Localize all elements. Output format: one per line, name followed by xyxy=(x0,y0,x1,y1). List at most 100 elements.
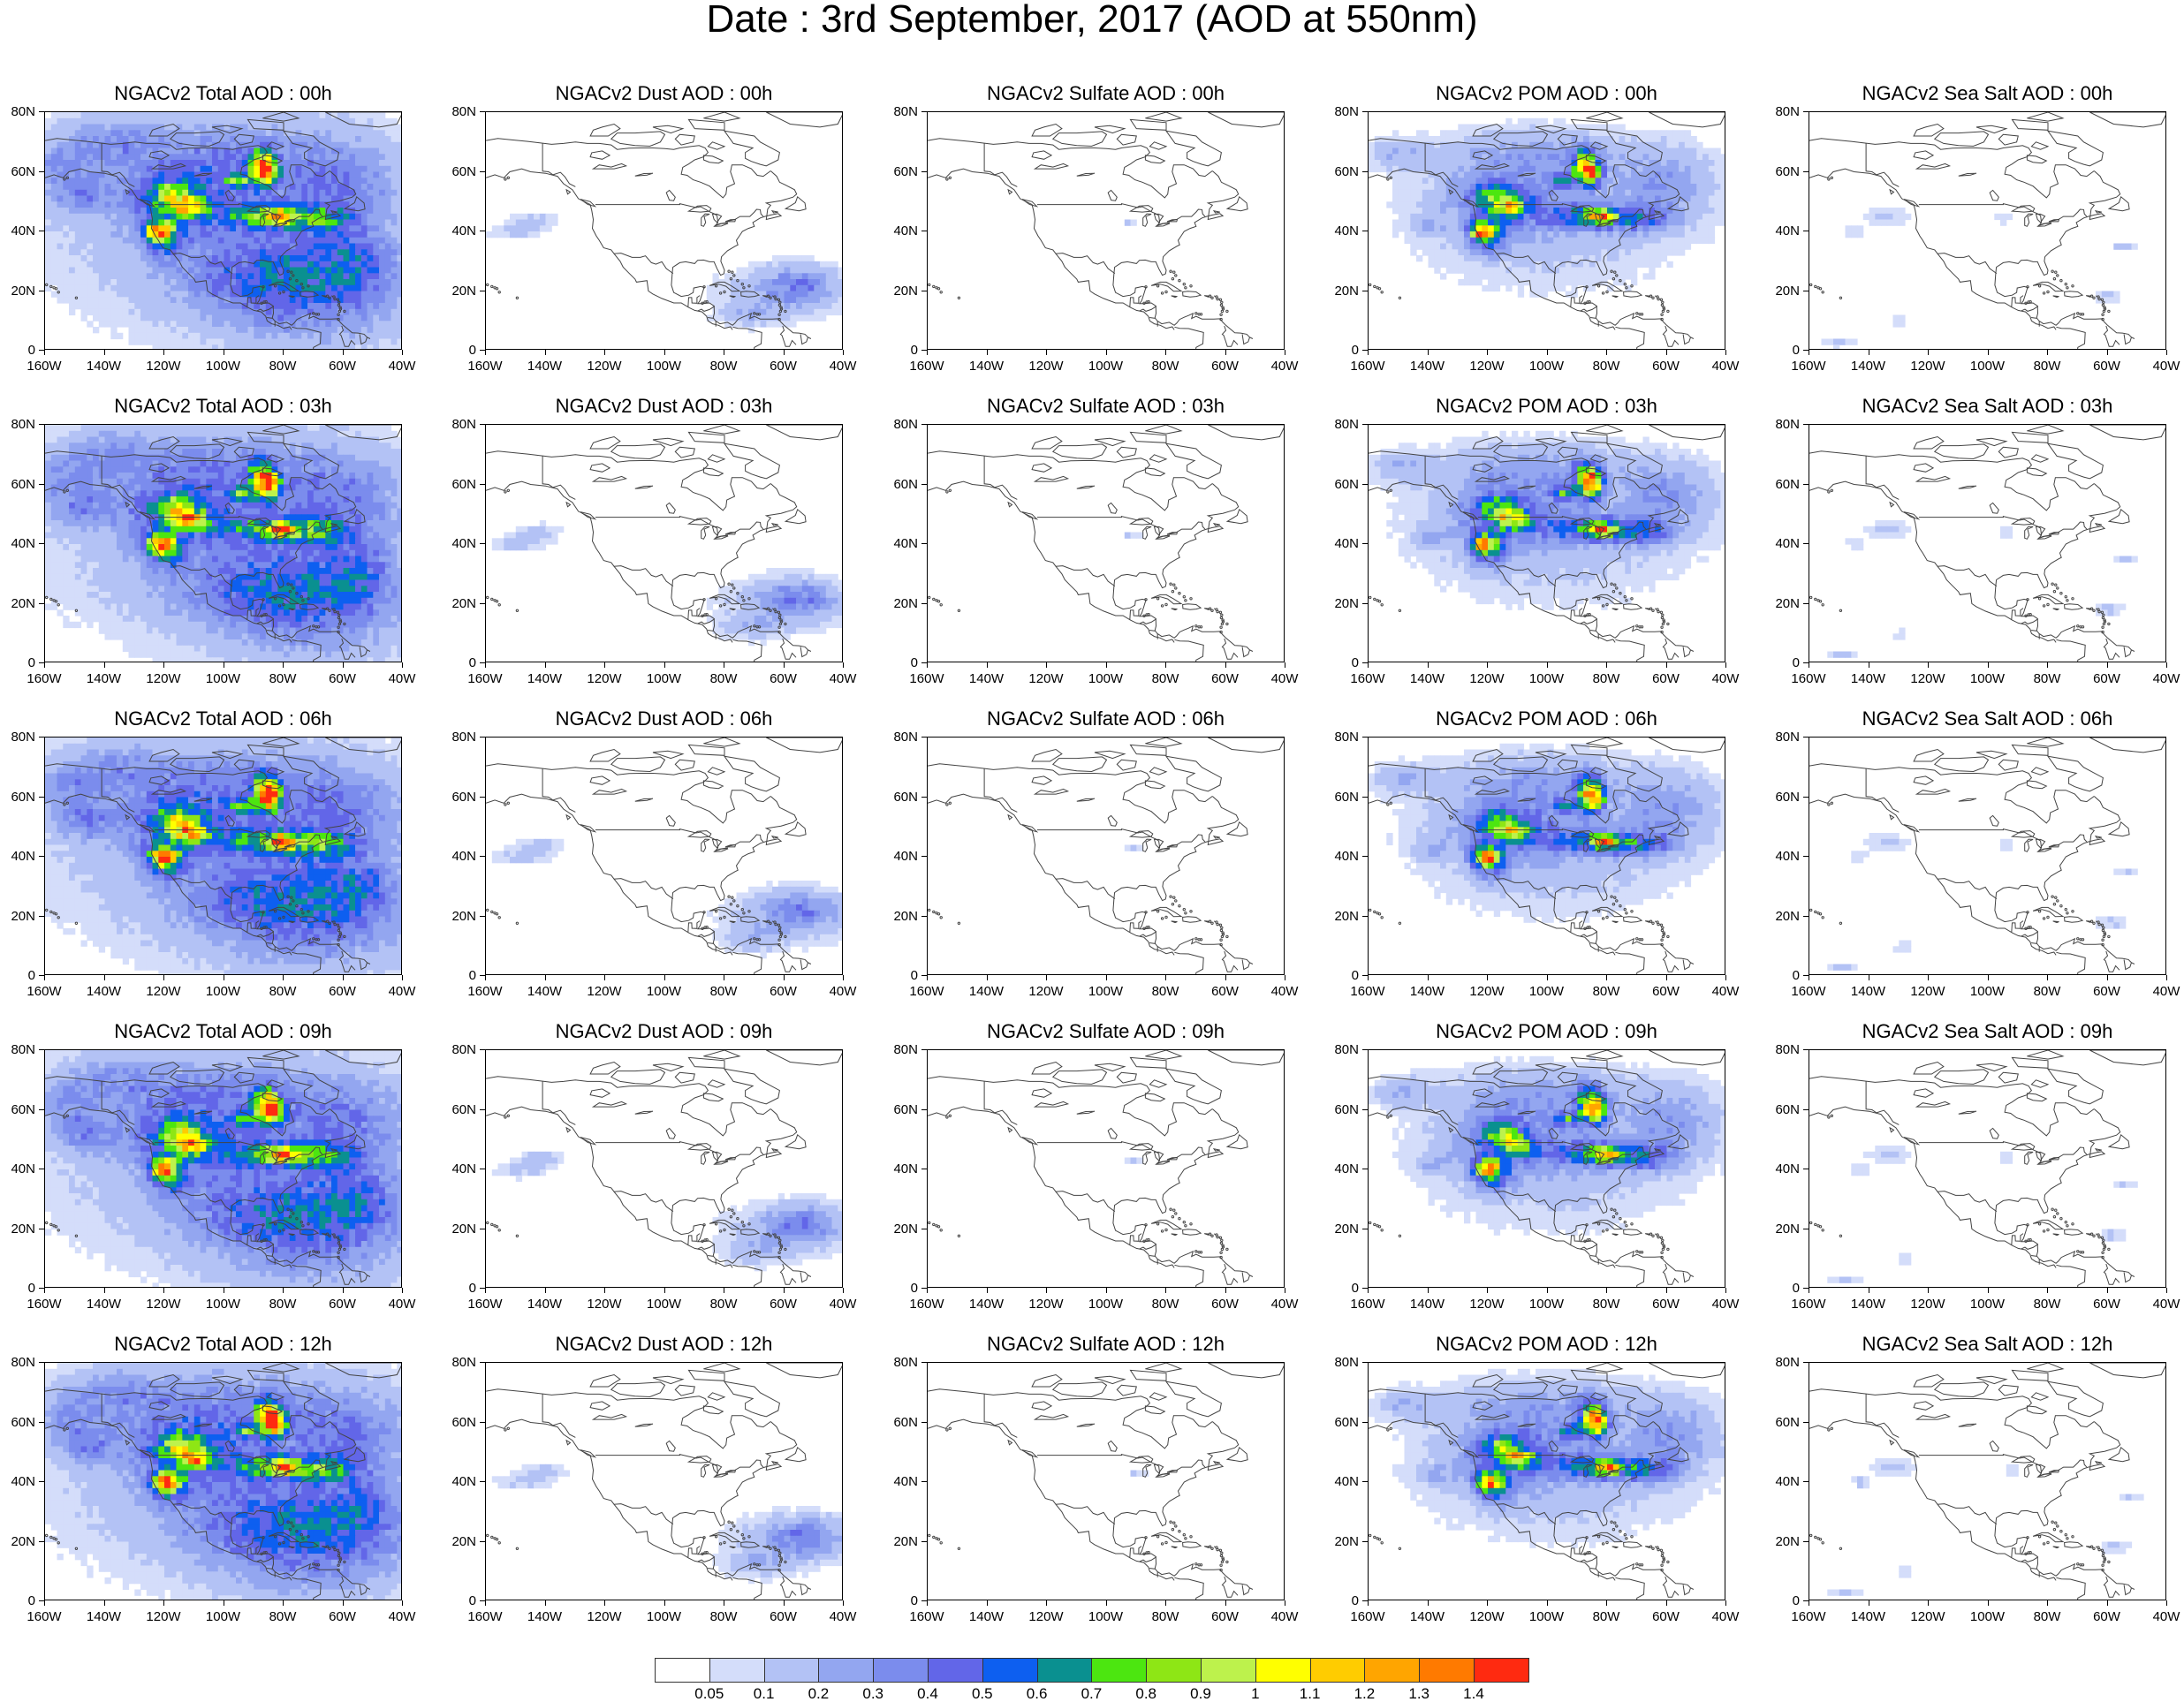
lon-tick-label: 140W xyxy=(519,1297,572,1311)
map-canvas xyxy=(1369,1363,1725,1600)
lon-tick-mark xyxy=(2166,975,2167,980)
lon-tick-mark xyxy=(1487,662,1488,668)
lon-tick-label: 120W xyxy=(578,985,631,998)
lat-tick-label: 40N xyxy=(1323,1475,1359,1488)
lon-tick-label: 60W xyxy=(1640,359,1693,373)
lon-tick-label: 160W xyxy=(459,985,512,998)
lon-tick-mark xyxy=(1666,1288,1667,1293)
lat-tick-label: 40N xyxy=(441,537,476,550)
lon-tick-mark xyxy=(1725,662,1726,668)
lat-tick-mark xyxy=(1803,543,1809,544)
lon-tick-label: 80W xyxy=(1580,672,1633,685)
lon-tick-mark xyxy=(44,975,45,980)
map-panel xyxy=(927,1049,1285,1288)
lat-tick-label: 60N xyxy=(1323,478,1359,491)
colorbar-label: 0.05 xyxy=(683,1686,736,1701)
lat-tick-label: 20N xyxy=(1764,910,1800,923)
lat-tick-mark xyxy=(1803,424,1809,425)
lon-tick-label: 160W xyxy=(1341,672,1394,685)
lat-tick-mark xyxy=(921,1362,927,1363)
lon-tick-label: 100W xyxy=(1961,1297,2014,1311)
lon-tick-label: 60W xyxy=(1199,359,1252,373)
lon-tick-label: 40W xyxy=(2140,359,2184,373)
lon-tick-label: 60W xyxy=(316,1610,369,1623)
lon-tick-mark xyxy=(1046,662,1047,668)
panel-title: NGACv2 Sulfate AOD : 12h xyxy=(885,1335,1327,1354)
lat-tick-mark xyxy=(480,797,485,798)
lat-tick-label: 40N xyxy=(441,850,476,863)
lon-tick-mark xyxy=(104,1288,105,1293)
map-canvas xyxy=(45,1050,402,1288)
lon-tick-label: 60W xyxy=(757,1297,810,1311)
lat-tick-mark xyxy=(1803,797,1809,798)
lon-tick-label: 80W xyxy=(2021,985,2074,998)
map-canvas xyxy=(45,1363,402,1600)
lat-tick-mark xyxy=(39,1109,44,1110)
lon-tick-label: 140W xyxy=(1401,1610,1454,1623)
aod-field xyxy=(486,214,843,333)
colorbar-label: 1.1 xyxy=(1284,1686,1337,1701)
lon-tick-mark xyxy=(343,1288,344,1293)
lon-tick-label: 120W xyxy=(1460,1610,1513,1623)
lon-tick-label: 140W xyxy=(1401,1297,1454,1311)
lon-tick-mark xyxy=(1165,662,1166,668)
lon-tick-mark xyxy=(784,350,785,355)
map-panel xyxy=(927,424,1285,662)
lat-tick-label: 40N xyxy=(883,224,918,238)
lon-tick-mark xyxy=(343,662,344,668)
map-panel xyxy=(1368,111,1725,350)
lat-tick-label: 0 xyxy=(441,656,476,669)
lon-tick-label: 100W xyxy=(1520,359,1574,373)
map-panel xyxy=(485,111,843,350)
lat-tick-label: 0 xyxy=(1323,656,1359,669)
lon-tick-label: 60W xyxy=(316,672,369,685)
lat-tick-label: 80N xyxy=(883,105,918,118)
lat-tick-label: 80N xyxy=(0,105,35,118)
lon-tick-label: 120W xyxy=(137,1297,190,1311)
lon-tick-mark xyxy=(1928,1288,1929,1293)
lat-tick-mark xyxy=(39,856,44,857)
lat-tick-mark xyxy=(39,1049,44,1050)
lon-tick-label: 80W xyxy=(697,359,750,373)
lon-tick-mark xyxy=(1725,1600,1726,1606)
map-panel xyxy=(1809,424,2166,662)
lon-tick-label: 40W xyxy=(2140,985,2184,998)
map-panel xyxy=(485,737,843,975)
lat-tick-mark xyxy=(921,1541,927,1542)
map-panel xyxy=(485,424,843,662)
lon-tick-mark xyxy=(784,662,785,668)
lon-tick-mark xyxy=(1046,1288,1047,1293)
lat-tick-mark xyxy=(39,797,44,798)
lon-tick-label: 80W xyxy=(1139,985,1192,998)
lat-tick-mark xyxy=(921,1422,927,1423)
lat-tick-label: 20N xyxy=(441,597,476,610)
lat-tick-label: 40N xyxy=(1323,537,1359,550)
lon-tick-label: 120W xyxy=(137,1610,190,1623)
lon-tick-label: 40W xyxy=(816,359,869,373)
aod-field xyxy=(1827,520,2138,658)
lon-tick-mark xyxy=(784,1600,785,1606)
lat-tick-label: 80N xyxy=(441,1356,476,1369)
lat-tick-label: 60N xyxy=(883,790,918,804)
lon-tick-label: 40W xyxy=(1258,985,1311,998)
lat-tick-label: 20N xyxy=(1323,910,1359,923)
lon-tick-label: 140W xyxy=(519,985,572,998)
panel-title: NGACv2 Total AOD : 03h xyxy=(3,397,444,416)
lat-tick-label: 20N xyxy=(0,1535,35,1548)
lat-tick-mark xyxy=(1362,1109,1368,1110)
lon-tick-mark xyxy=(545,350,546,355)
panel-title: NGACv2 Sulfate AOD : 06h xyxy=(885,709,1327,729)
lon-tick-mark xyxy=(1106,1288,1107,1293)
lon-tick-mark xyxy=(1165,350,1166,355)
coastlines xyxy=(928,1050,1285,1288)
lat-tick-label: 0 xyxy=(441,1282,476,1295)
lon-tick-label: 140W xyxy=(960,985,1013,998)
aod-field xyxy=(492,839,843,959)
lon-tick-label: 60W xyxy=(2081,1297,2134,1311)
lon-tick-label: 120W xyxy=(1460,985,1513,998)
lat-tick-label: 20N xyxy=(441,1222,476,1236)
colorbar-swatch xyxy=(1091,1658,1147,1683)
lat-tick-label: 80N xyxy=(1764,105,1800,118)
coastlines xyxy=(928,112,1285,350)
lat-tick-label: 40N xyxy=(441,1162,476,1176)
